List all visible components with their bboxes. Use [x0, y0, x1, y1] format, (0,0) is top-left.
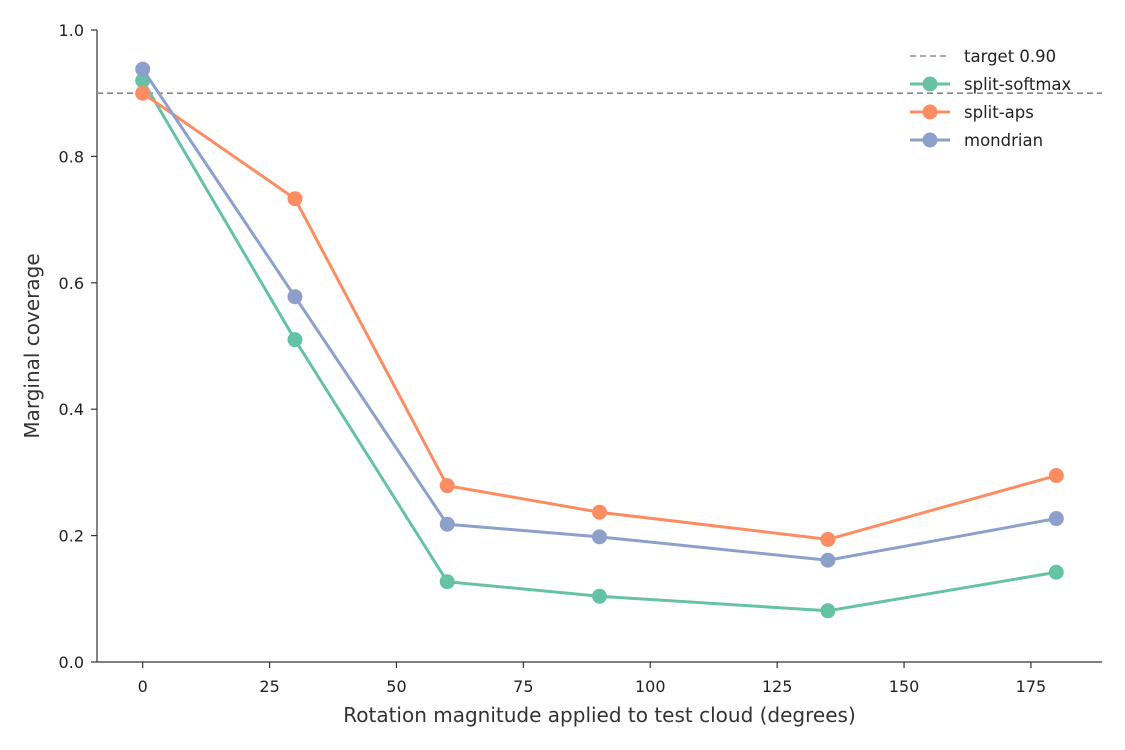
data-point — [287, 289, 303, 305]
y-tick-label: 0.0 — [59, 653, 84, 672]
x-tick-label: 125 — [762, 677, 793, 696]
data-point — [592, 504, 607, 520]
x-tick-label: 75 — [513, 677, 533, 696]
legend-marker — [922, 76, 938, 92]
series-line — [141, 91, 1057, 541]
data-point — [439, 516, 455, 532]
axes — [96, 30, 1102, 663]
y-tick-label: 1.0 — [59, 21, 84, 40]
x-tick-label: 0 — [138, 677, 148, 696]
data-point — [287, 332, 303, 348]
legend-label: split-softmax — [964, 75, 1072, 94]
x-tick-label: 50 — [386, 677, 406, 696]
x-tick-label: 100 — [635, 677, 666, 696]
y-tick-label: 0.2 — [59, 527, 84, 546]
data-point — [439, 574, 455, 590]
series-group — [135, 61, 1064, 619]
y-tick-label: 0.6 — [59, 274, 84, 293]
x-tick-label: 175 — [1016, 677, 1047, 696]
y-tick-label: 0.8 — [59, 147, 84, 166]
data-point — [135, 85, 151, 101]
y-tick-label: 0.4 — [59, 400, 84, 419]
data-point — [287, 191, 303, 207]
data-point — [820, 531, 836, 547]
data-point — [1048, 511, 1064, 527]
legend-item: target 0.90 — [910, 47, 1056, 66]
x-tick-label: 25 — [259, 677, 279, 696]
legend-item: split-aps — [910, 103, 1034, 122]
data-point — [1048, 564, 1064, 580]
x-tick-label: 150 — [889, 677, 920, 696]
data-point — [135, 61, 151, 77]
series-mondrian — [135, 61, 1064, 568]
legend-label: mondrian — [964, 131, 1043, 150]
legend-item: split-softmax — [910, 75, 1072, 94]
legend-marker — [922, 104, 938, 120]
x-ticks: 0 25 50 75 100 125 150 175 — [138, 662, 1047, 696]
x-axis-label: Rotation magnitude applied to test cloud… — [343, 703, 856, 727]
data-point — [820, 552, 836, 568]
data-point — [820, 603, 836, 619]
series-line — [141, 68, 1057, 562]
legend: target 0.90 split-softmax split-aps mondria… — [910, 47, 1072, 150]
data-point — [592, 529, 607, 545]
y-axis-label: Marginal coverage — [20, 253, 44, 438]
legend-label: split-aps — [964, 103, 1034, 122]
series-split-aps — [135, 85, 1064, 547]
legend-marker — [922, 132, 938, 148]
legend-label: target 0.90 — [964, 47, 1056, 66]
legend-item: mondrian — [910, 131, 1043, 150]
data-point — [439, 478, 455, 494]
series-line — [141, 79, 1057, 613]
data-point — [1048, 468, 1064, 484]
y-ticks: 0.0 0.2 0.4 0.6 0.8 1.0 — [59, 21, 97, 672]
data-point — [592, 588, 607, 604]
